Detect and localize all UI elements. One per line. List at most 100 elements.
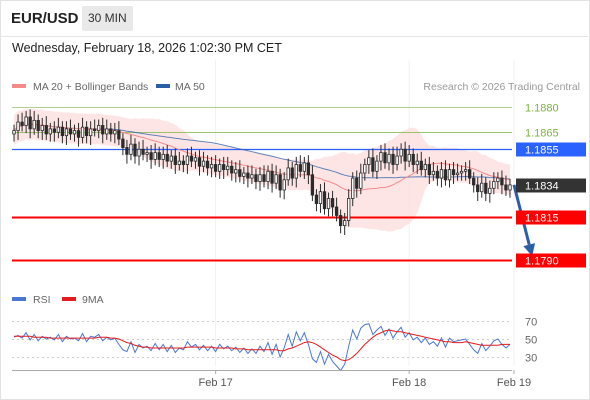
candle-body-38 xyxy=(165,153,169,162)
candle-body-18 xyxy=(84,126,89,137)
candle-body-35 xyxy=(153,152,157,160)
candle-body-109 xyxy=(451,169,456,176)
candle-body-26 xyxy=(117,130,121,140)
candle-body-16 xyxy=(76,130,81,138)
legend-swatch-rsi xyxy=(12,297,26,301)
rsi-tick-30: 30 xyxy=(525,353,537,365)
candle-body-25 xyxy=(113,130,117,135)
candle-body-104 xyxy=(431,170,436,176)
candle-body-27 xyxy=(121,138,125,148)
support-1815-label: 1.1815 xyxy=(525,213,559,225)
candle-body-88 xyxy=(367,157,371,165)
time-label-2: Feb 19 xyxy=(497,377,531,389)
candle-body-44 xyxy=(189,155,194,162)
moving-averages xyxy=(13,123,511,192)
rsi-panel: RSI 9MA 70 50 30 xyxy=(12,294,537,372)
candle-body-2 xyxy=(20,121,24,126)
candle-body-120 xyxy=(496,177,500,182)
candle-body-20 xyxy=(93,128,97,131)
candle-body-121 xyxy=(500,177,504,186)
candle-body-93 xyxy=(387,153,391,164)
candle-body-10 xyxy=(52,128,56,133)
candle-body-7 xyxy=(40,125,44,131)
candle-body-5 xyxy=(32,119,36,130)
candle-body-117 xyxy=(484,182,488,194)
candle-body-78 xyxy=(326,198,331,210)
ma20-line xyxy=(13,123,511,192)
candle-body-86 xyxy=(359,172,363,189)
candle-body-96 xyxy=(399,148,403,157)
candle-body-60 xyxy=(254,174,258,182)
candle-body-22 xyxy=(101,125,105,135)
candle-body-103 xyxy=(427,164,431,176)
support-1790-tag xyxy=(516,253,586,268)
candle-body-63 xyxy=(266,170,270,182)
candle-body-67 xyxy=(282,179,286,191)
candle-body-115 xyxy=(476,184,480,193)
candle-body-123 xyxy=(508,184,512,191)
candle-body-21 xyxy=(97,125,101,131)
candle-body-119 xyxy=(492,181,496,189)
candle-body-110 xyxy=(455,172,460,176)
candle-body-89 xyxy=(371,157,375,172)
candle-body-91 xyxy=(379,152,383,162)
candle-body-56 xyxy=(238,169,242,177)
bollinger-band-area xyxy=(14,108,510,232)
candle-body-113 xyxy=(468,169,472,179)
candle-body-11 xyxy=(56,126,61,133)
legend-swatch-9ma xyxy=(62,297,76,301)
candle-body-57 xyxy=(242,172,246,177)
candle-body-6 xyxy=(36,119,40,131)
candle-body-3 xyxy=(24,116,28,126)
candle-body-19 xyxy=(88,128,93,137)
pivot-1855-tag xyxy=(516,142,586,157)
candle-body-42 xyxy=(181,160,186,165)
candle-body-85 xyxy=(355,177,359,189)
candle-body-4 xyxy=(28,116,32,130)
candle-body-58 xyxy=(246,172,250,179)
candle-body-24 xyxy=(109,128,113,135)
rsi-line xyxy=(13,323,511,372)
candle-body-41 xyxy=(177,160,181,165)
candle-body-61 xyxy=(258,174,262,182)
candle-body-51 xyxy=(218,164,222,172)
resistance-1865-label: 1.1865 xyxy=(525,128,559,140)
candle-body-34 xyxy=(149,152,153,160)
timeframe-button[interactable]: 30 MIN xyxy=(82,6,133,31)
time-label-0: Feb 17 xyxy=(199,377,233,389)
candle-body-69 xyxy=(290,167,294,179)
candle-body-29 xyxy=(129,143,133,155)
forecast-arrow-head xyxy=(523,243,536,257)
support-1790-label: 1.1790 xyxy=(525,256,559,268)
candle-body-100 xyxy=(415,160,419,165)
candle-body-81 xyxy=(338,215,343,227)
credit-text: Research © 2026 Trading Central xyxy=(423,81,580,93)
legend-swatch-ma50 xyxy=(156,84,170,88)
legend-label-ma20: MA 20 + Bollinger Bands xyxy=(33,81,148,93)
candle-body-52 xyxy=(222,164,226,171)
candle-body-72 xyxy=(302,162,306,172)
candle-body-62 xyxy=(262,174,266,182)
candle-body-23 xyxy=(105,128,109,135)
candle-body-55 xyxy=(234,169,238,174)
candle-body-66 xyxy=(278,174,282,191)
candle-body-95 xyxy=(395,155,399,165)
candle-body-47 xyxy=(201,160,206,167)
candle-body-111 xyxy=(459,170,464,174)
candle-body-105 xyxy=(435,170,440,179)
time-axis: Feb 17 Feb 18 Feb 19 xyxy=(12,370,531,389)
candle-body-84 xyxy=(351,177,355,199)
candle-body-65 xyxy=(274,174,278,184)
candle-body-33 xyxy=(145,152,149,155)
price-levels xyxy=(12,107,514,262)
candle-body-83 xyxy=(347,198,351,221)
candle-body-30 xyxy=(133,143,137,157)
candle-body-36 xyxy=(157,152,161,160)
price-labels: 1.1880 1.1865 1.1855 1.1834 1.1815 1.1790 xyxy=(516,103,586,268)
candle-body-70 xyxy=(294,164,298,179)
candle-body-90 xyxy=(375,160,379,172)
legend-swatch-ma20 xyxy=(12,84,26,88)
candle-body-28 xyxy=(125,147,129,155)
resistance-1880-label: 1.1880 xyxy=(525,103,559,115)
